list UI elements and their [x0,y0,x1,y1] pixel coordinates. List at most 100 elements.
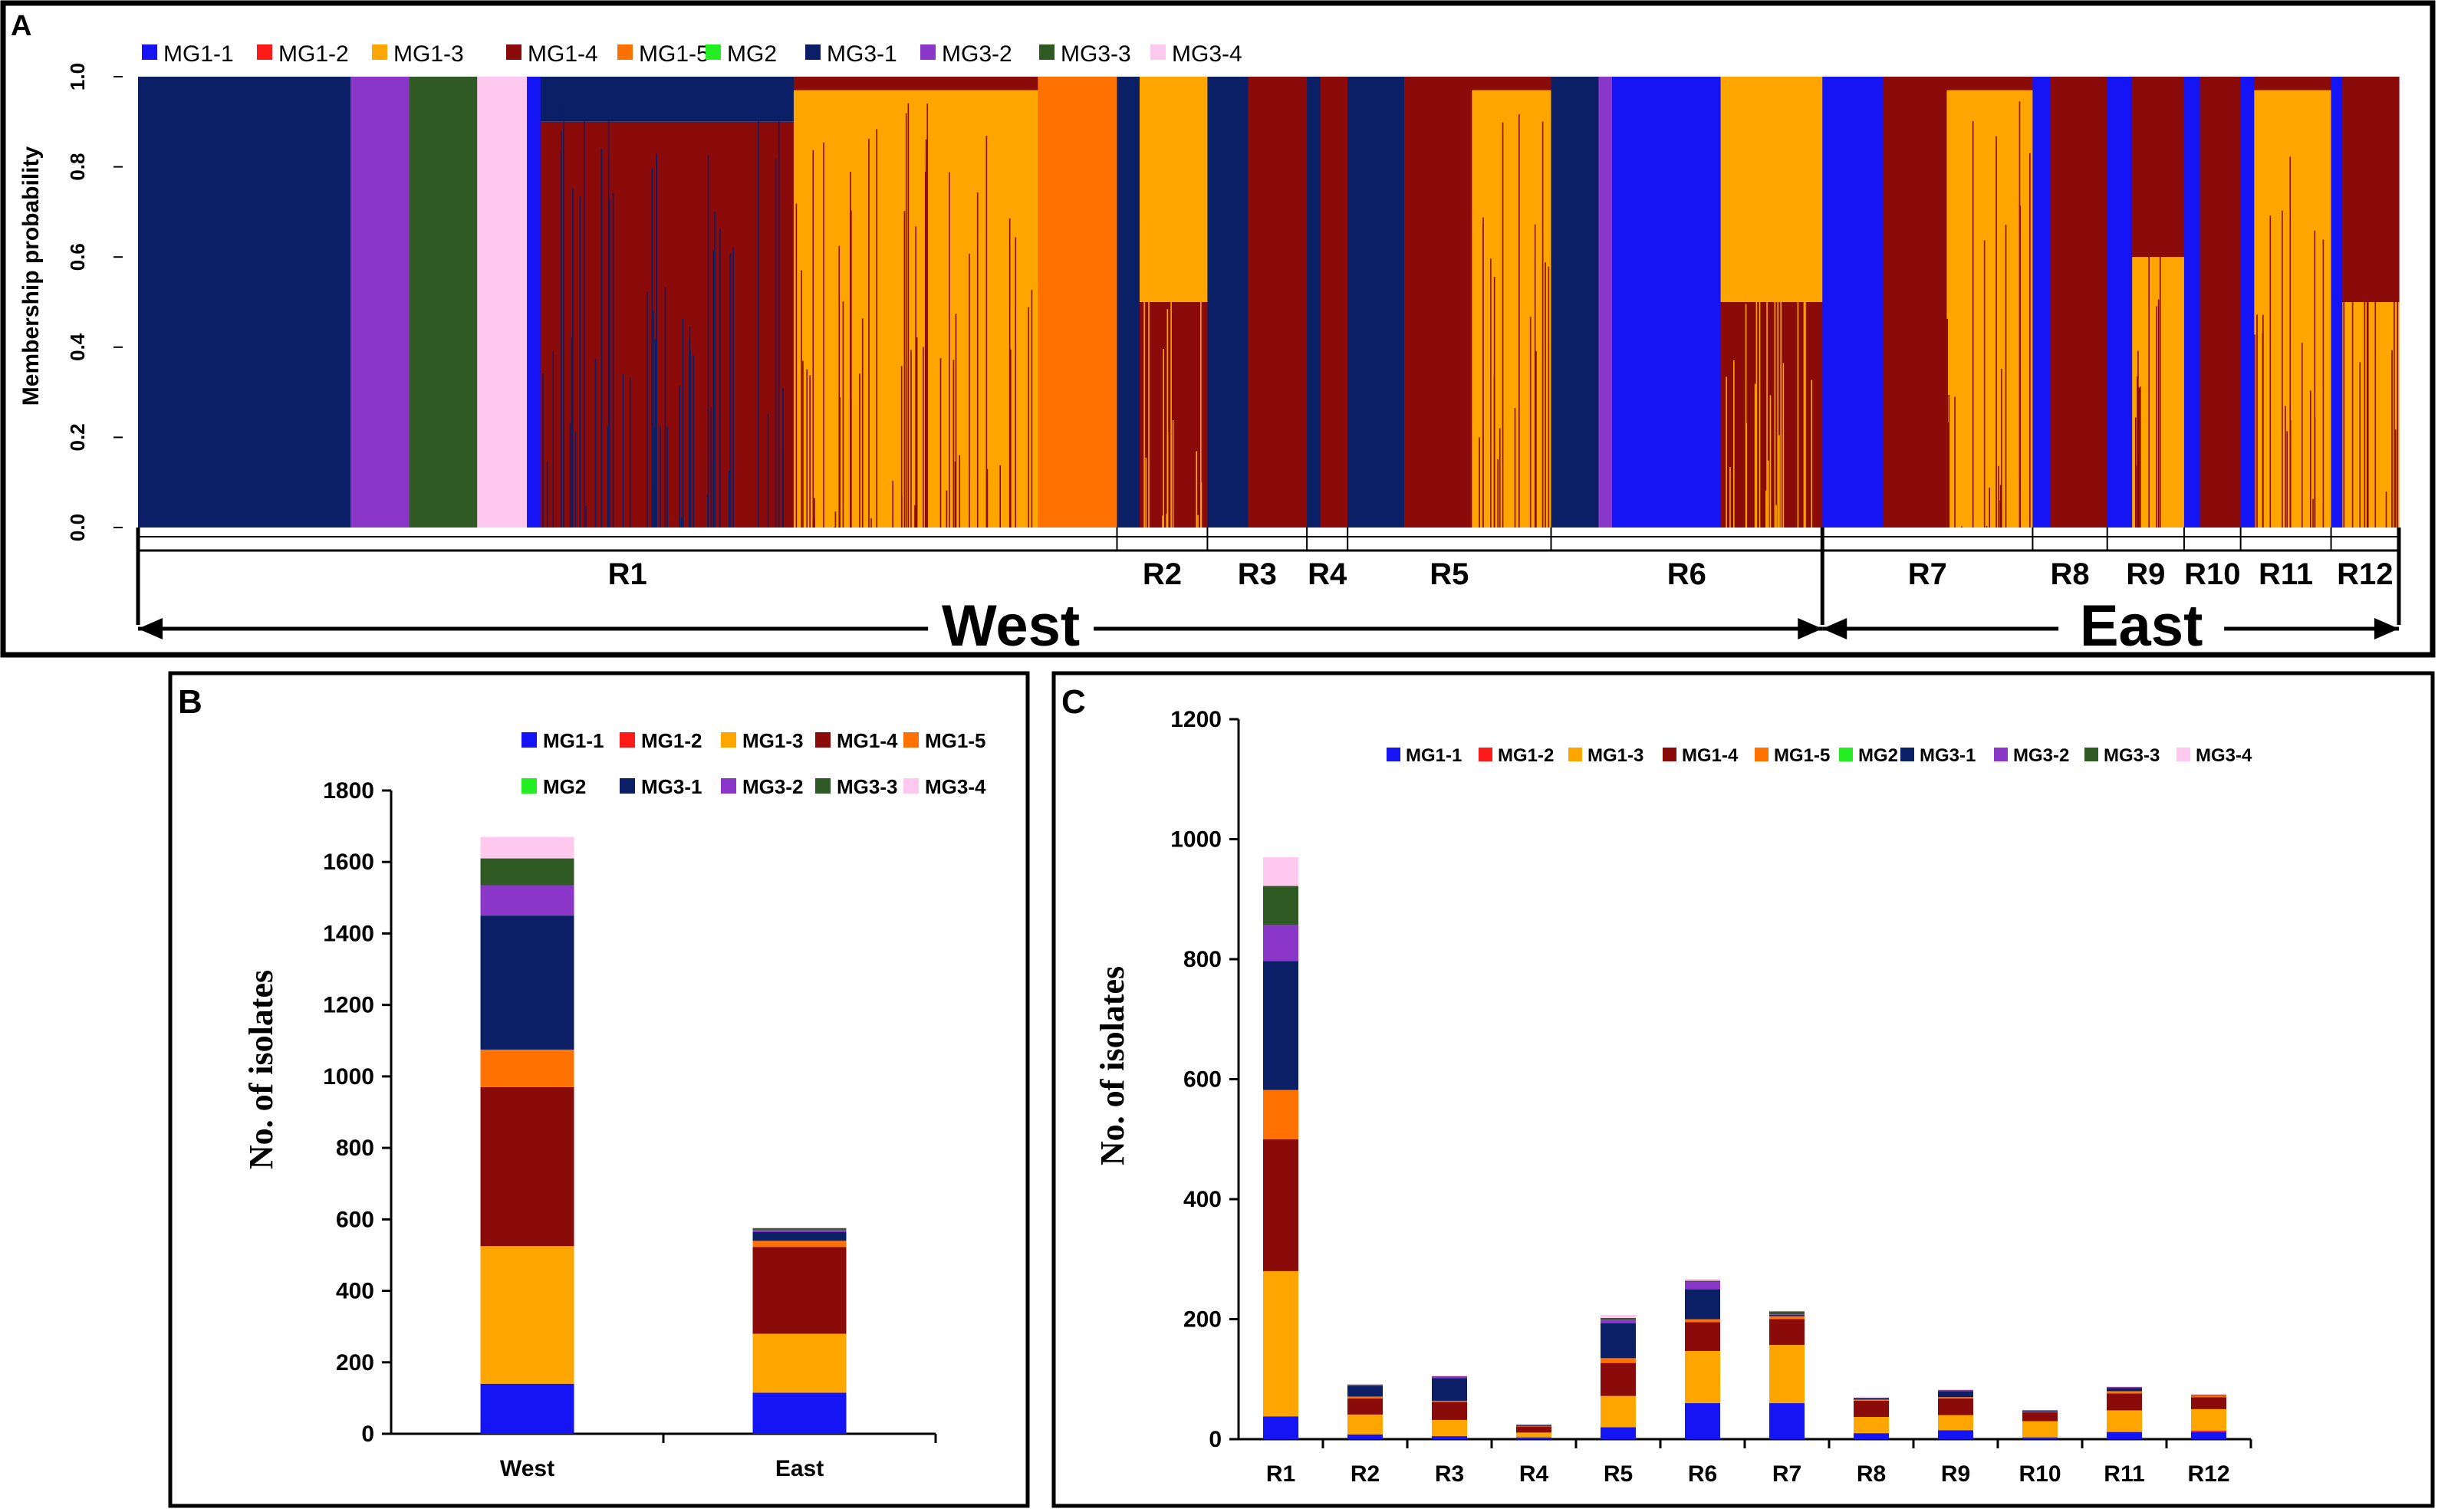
bar-segment-mg1-5 [480,1049,574,1087]
legend-c-label-mg1-4: MG1-4 [1682,745,1739,766]
bar-segment-mg1-5 [1769,1316,1805,1320]
bar-segment-mg3-1 [1432,1378,1467,1401]
membership-segment [409,77,478,528]
bar-segment-mg3-3 [1601,1317,1636,1320]
membership-admixture-line [812,150,814,528]
membership-admixture-line [915,226,916,528]
membership-admixture-line [622,374,624,528]
membership-admixture-line [834,527,835,528]
membership-admixture-line [2309,390,2311,528]
bar-segment-mg1-1 [1854,1433,1889,1439]
region-label-r6: R6 [1667,557,1706,591]
membership-admixture-line [1998,465,1999,528]
membership-admixture-line [876,129,878,528]
membership-segment [2107,77,2133,528]
bar-segment-mg1-1 [1263,1416,1298,1439]
panel-b-letter: B [178,683,202,721]
legend-c-swatch-mg3-3 [2084,748,2098,761]
membership-segment [540,77,795,122]
membership-admixture-line [1947,422,1949,528]
membership-admixture-line [569,422,571,528]
panel-c-plot: 0 200 400 600 800 1000 1200 R1 R2 R3 R4 R5 R6 R7 R8 R9 R… [1170,707,2252,1487]
bar-segment-mg3-2 [1432,1376,1467,1379]
legend-c-swatch-mg3-4 [2176,748,2190,761]
membership-admixture-line [758,113,759,528]
bar-segment-mg1-5 [2191,1395,2226,1398]
membership-segment [1139,302,1209,528]
bar-segment-mg1-3 [1938,1415,1973,1431]
membership-segment [1472,77,1552,90]
membership-segment [1551,77,1600,528]
x-tick-label: R1 [1266,1461,1295,1487]
bar-segment-mg3-1 [1601,1323,1636,1359]
membership-admixture-line [2286,431,2288,528]
membership-admixture-line [924,171,926,528]
bar-segment-mg1-3 [1685,1350,1720,1404]
membership-admixture-line [1143,209,1145,528]
bar-segment-mg3-2 [1347,1385,1383,1386]
membership-admixture-line [1989,488,1991,528]
membership-admixture-line [714,212,716,528]
membership-admixture-line [2366,227,2368,528]
membership-admixture-line [985,136,988,528]
y-tick-label: 0 [1209,1427,1222,1452]
membership-admixture-line [1196,451,1197,528]
panel-a-ylabel: Membership probability [18,146,44,406]
membership-admixture-line [1733,360,1735,528]
bar-segment-mg1-5 [2107,1391,2142,1394]
membership-admixture-line [2391,350,2393,528]
bar-segment-mg1-5 [752,1241,847,1247]
membership-admixture-line [954,461,956,528]
membership-segment [1472,90,1552,528]
membership-admixture-line [1726,376,1727,528]
membership-admixture-line [2156,306,2157,528]
bar-segment-mg3-4 [1854,1397,1889,1399]
membership-admixture-line [1170,290,1172,528]
membership-admixture-line [1961,526,1963,528]
bar-segment-mg1-3 [2107,1410,2142,1432]
membership-admixture-line [1745,304,1747,528]
legend-c-label-mg1-5: MG1-5 [1774,745,1830,766]
bar-segment-mg1-1 [1601,1427,1636,1439]
membership-admixture-line [574,431,577,528]
panel-a-ytick-label: 0.2 [66,423,89,451]
membership-admixture-line [838,245,841,528]
membership-admixture-line [2254,334,2255,528]
legend-b-label-mg3-3: MG3-3 [837,775,897,798]
bar-segment-mg1-2 [2191,1431,2226,1432]
membership-admixture-line [1765,490,1767,528]
membership-segment [2342,77,2400,302]
legend-c-label-mg1-2: MG1-2 [1498,745,1554,766]
legend-c-label-mg3-1: MG3-1 [1920,745,1976,766]
membership-admixture-line [1163,348,1165,528]
bar-segment-mg1-5 [1601,1358,1636,1363]
bar-segment-mg1-1 [1769,1403,1805,1439]
legend-b-label-mg2: MG2 [543,775,586,798]
membership-admixture-line [1502,122,1504,528]
panel-c: C No. of isolates 0 200 400 600 800 1000 1200 R… [1051,671,2435,1508]
bar-segment-mg1-1 [1432,1436,1467,1439]
membership-admixture-line [905,113,907,528]
membership-admixture-line [802,360,804,528]
legend-b-swatch-mg1-2 [620,732,635,748]
y-tick-label: 600 [1183,1067,1222,1093]
membership-segment [2199,77,2242,528]
membership-admixture-line [2385,491,2387,528]
membership-admixture-line [901,495,903,528]
membership-admixture-line [629,377,631,528]
bar-segment-mg1-4 [752,1247,847,1334]
membership-admixture-line [916,337,918,528]
x-tick-label: R7 [1772,1461,1801,1487]
membership-admixture-line [563,103,564,528]
bar-segment-mg1-5 [1516,1425,1551,1427]
legend-a-label-mg3-1: MG3-1 [827,41,897,67]
membership-admixture-line [1972,120,1974,528]
membership-admixture-line [850,172,851,528]
membership-admixture-line [2136,465,2138,528]
membership-admixture-line [1778,435,1780,528]
panel-c-frame [1051,671,2435,1508]
region-label-r12: R12 [2337,557,2393,591]
membership-segment [1612,77,1722,528]
bar-segment-mg3-3 [1432,1376,1467,1377]
area-label-west: West [942,593,1080,659]
